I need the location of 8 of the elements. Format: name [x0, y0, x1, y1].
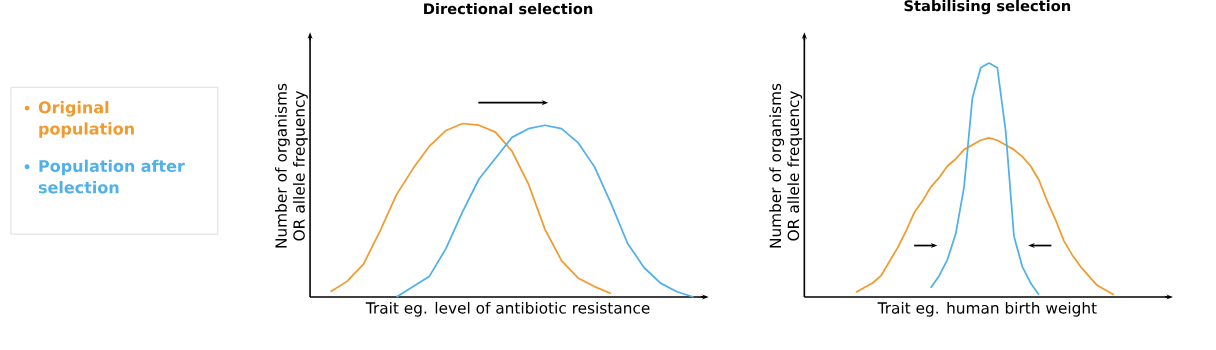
x-axis-title: Trait eg. human birth weight: [877, 301, 1097, 317]
y-axis-title: Number of organisms OR allele frequency: [274, 83, 308, 248]
x-axis-title: Trait eg. level of antibiotic resistance: [365, 301, 650, 317]
chart-title: Directional selection: [424, 2, 593, 15]
legend-label: Population after selection: [38, 159, 185, 194]
legend-label: Original population: [38, 101, 134, 138]
y-axis-title: Number of organisms OR allele frequency: [769, 83, 803, 248]
chart-title: Stabilising selection: [904, 0, 1071, 15]
